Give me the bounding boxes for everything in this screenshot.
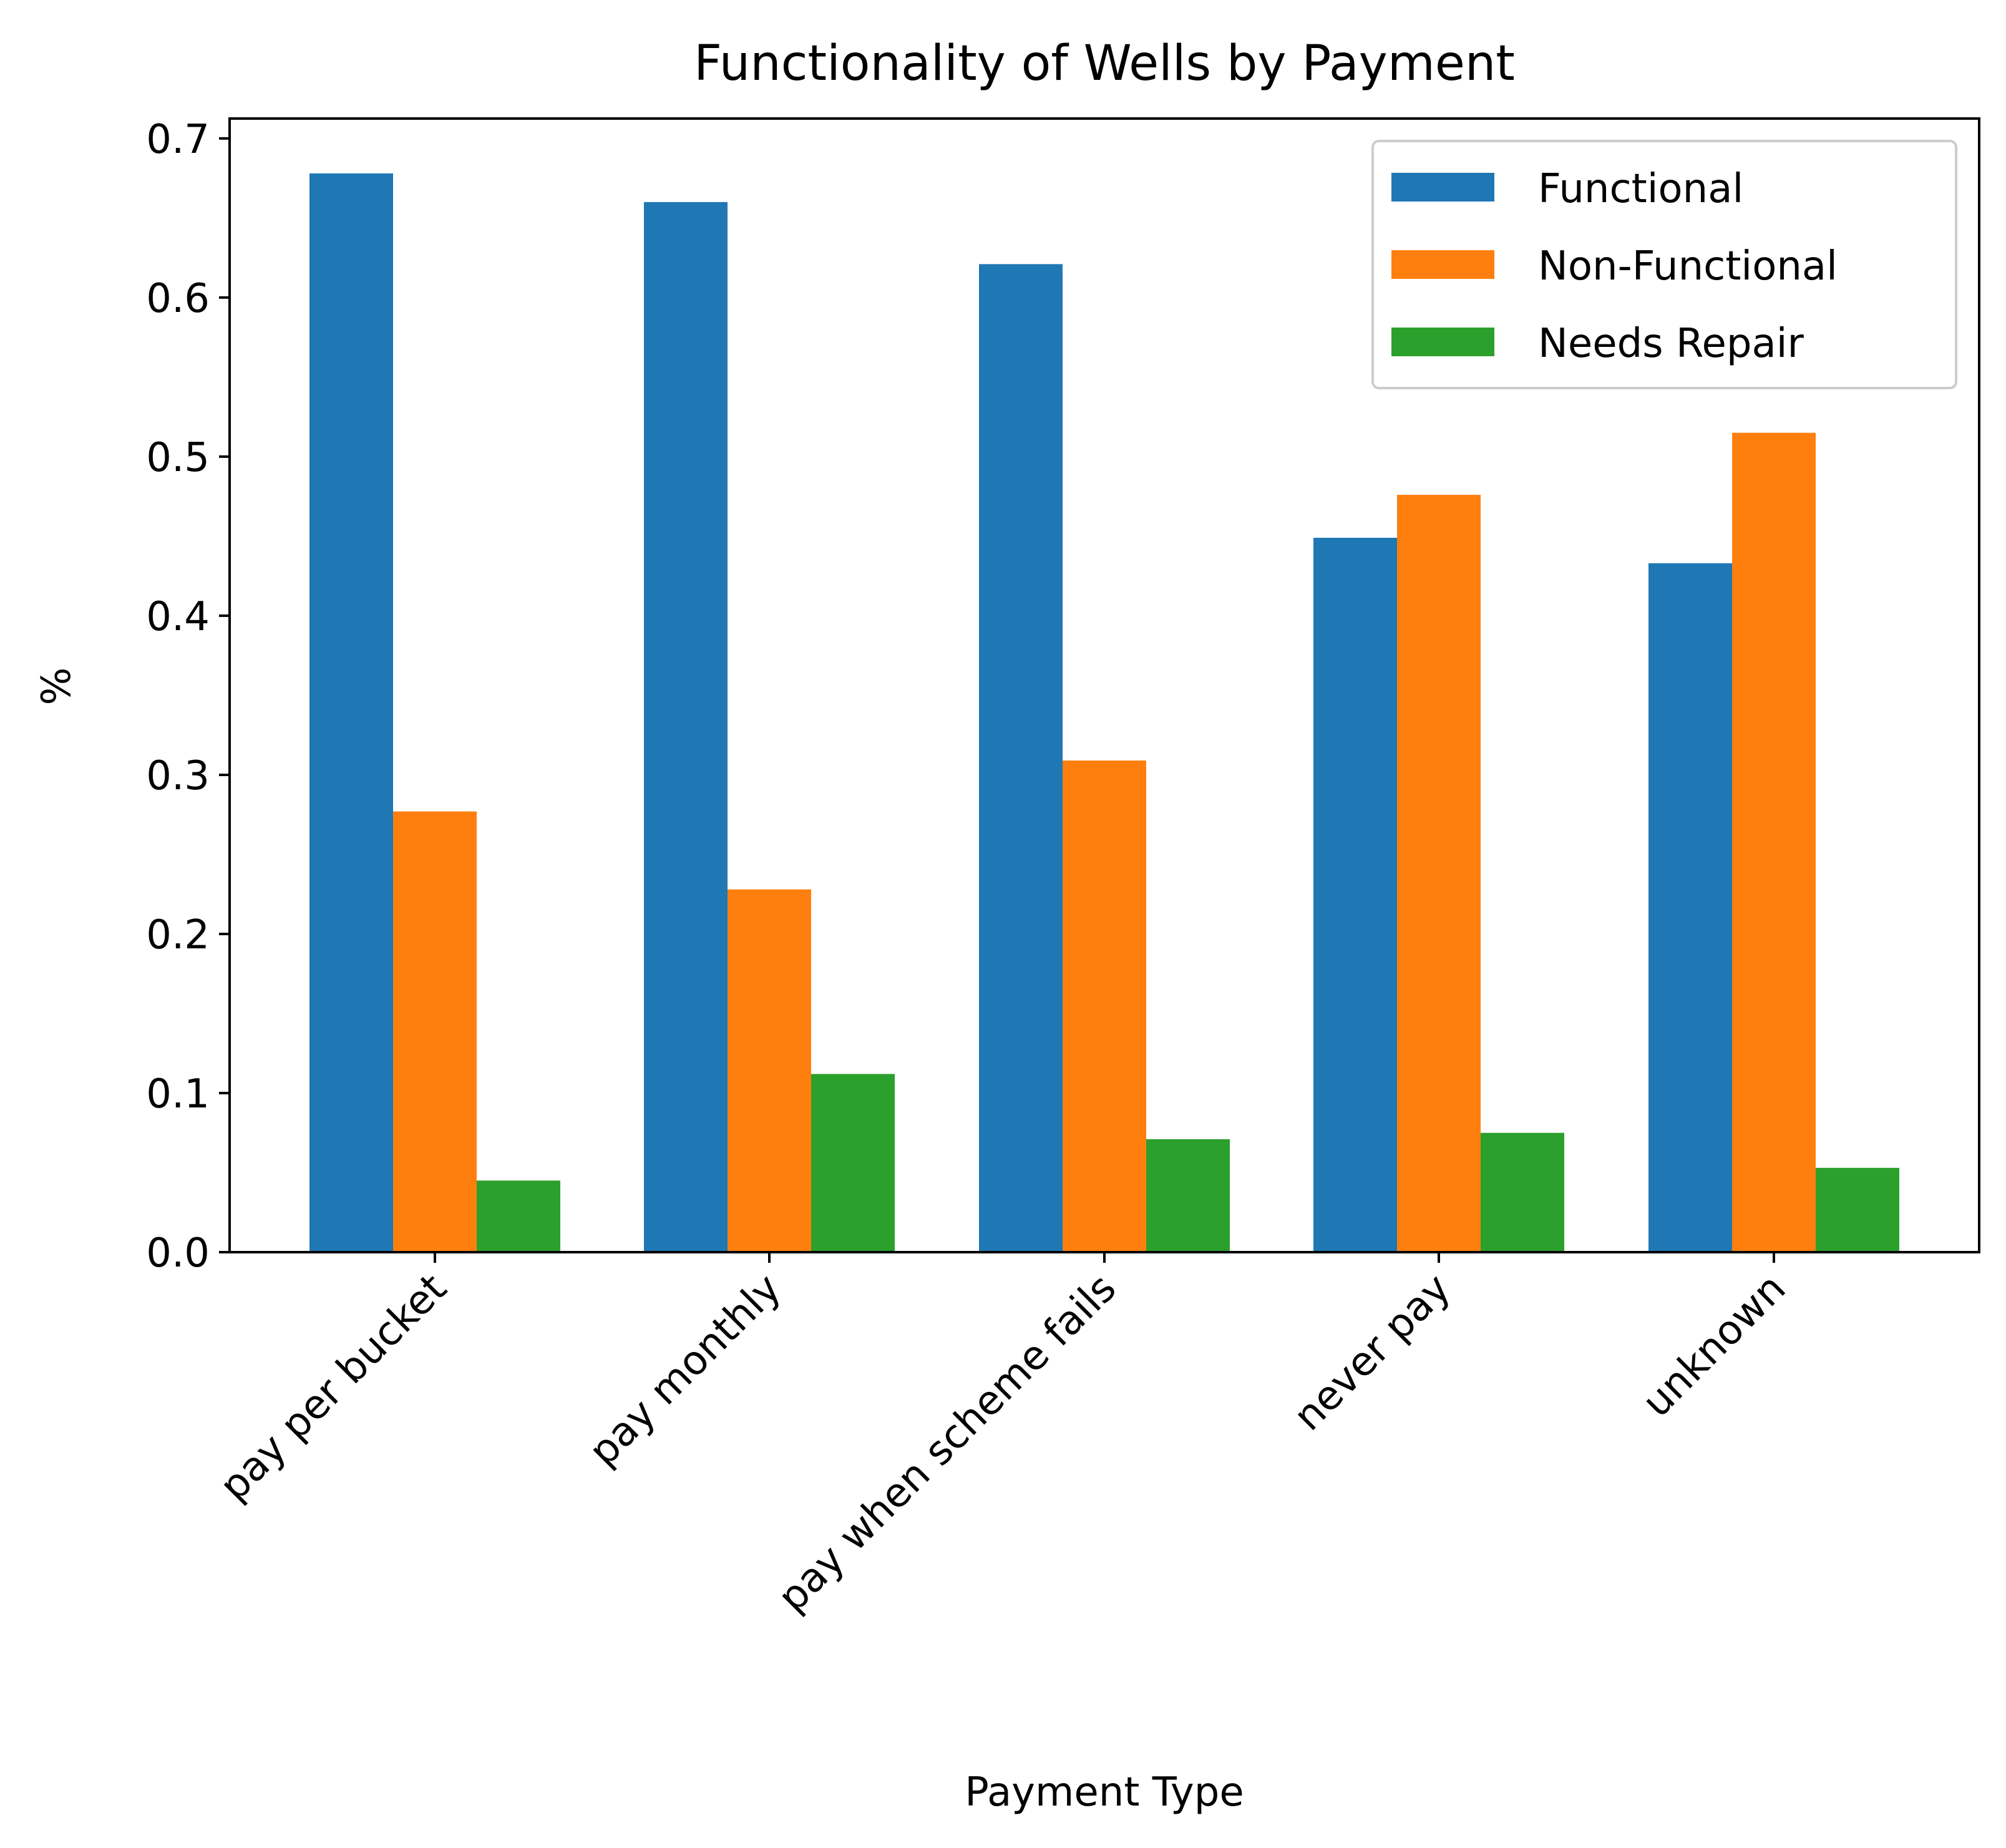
y-tick-label: 0.1 bbox=[146, 1071, 210, 1117]
legend-box bbox=[1371, 140, 1957, 389]
legend-label: Non-Functional bbox=[1538, 243, 1838, 289]
bars-group bbox=[309, 173, 1899, 1253]
y-tick-label: 0.7 bbox=[146, 117, 210, 163]
bar-non-functional-1 bbox=[728, 889, 811, 1252]
bar-non-functional-2 bbox=[1063, 760, 1146, 1252]
y-tick-label: 0.3 bbox=[146, 753, 210, 799]
bar-functional-3 bbox=[1313, 537, 1397, 1253]
bar-needs-repair-4 bbox=[1816, 1167, 1899, 1252]
bar-functional-4 bbox=[1648, 563, 1732, 1252]
bar-needs-repair-1 bbox=[811, 1074, 895, 1252]
legend-label: Needs Repair bbox=[1538, 321, 1804, 367]
y-tick-label: 0.6 bbox=[146, 276, 210, 322]
legend-swatch bbox=[1391, 173, 1494, 202]
bar-needs-repair-2 bbox=[1146, 1139, 1230, 1252]
plot-frame bbox=[228, 117, 1980, 1253]
legend-swatch bbox=[1391, 328, 1494, 356]
bar-non-functional-3 bbox=[1397, 495, 1481, 1253]
x-axis-label: Payment Type bbox=[965, 1769, 1244, 1816]
y-tick-label: 0.0 bbox=[146, 1230, 210, 1277]
bar-functional-1 bbox=[644, 202, 728, 1252]
bar-non-functional-4 bbox=[1732, 432, 1816, 1252]
legend-label: Functional bbox=[1538, 166, 1743, 212]
y-axis-ticks: 0.0 0.1 0.2 0.3 0.4 0.5 0.6 0.7 bbox=[146, 117, 230, 1277]
bar-functional-0 bbox=[309, 173, 393, 1252]
chart-title: Functionality of Wells by Payment bbox=[694, 36, 1515, 92]
bar-needs-repair-3 bbox=[1481, 1132, 1564, 1252]
y-tick-label: 0.2 bbox=[146, 912, 210, 958]
legend: Functional Non-Functional Needs Repair bbox=[1371, 140, 1957, 389]
bar-functional-2 bbox=[979, 264, 1063, 1252]
y-axis-label: % bbox=[34, 668, 80, 706]
y-tick-label: 0.5 bbox=[146, 435, 210, 481]
y-tick-label: 0.4 bbox=[146, 594, 210, 640]
legend-swatch bbox=[1391, 250, 1494, 279]
bar-non-functional-0 bbox=[393, 811, 477, 1252]
bar-needs-repair-0 bbox=[477, 1180, 560, 1252]
